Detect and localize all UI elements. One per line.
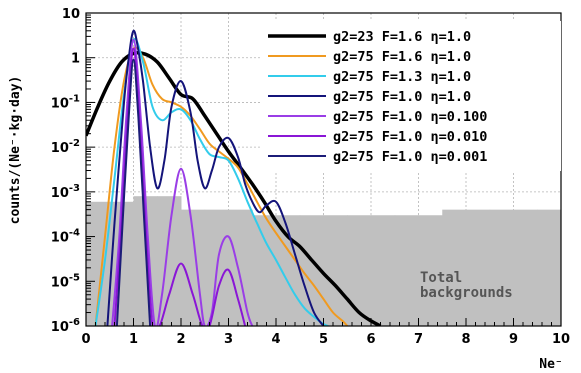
y-axis-title: counts/(Ne⁻·kg·day) bbox=[8, 76, 23, 225]
background-bin bbox=[418, 215, 443, 326]
y-tick-label: 10 bbox=[62, 7, 80, 22]
background-bin bbox=[537, 209, 561, 326]
x-tick-label: 6 bbox=[366, 332, 375, 347]
legend-label: g2=75 F=1.0 η=0.010 bbox=[333, 129, 487, 145]
legend-label: g2=23 F=1.6 η=1.0 bbox=[333, 29, 471, 45]
y-tick-label: 1 bbox=[71, 52, 80, 67]
x-tick-label: 8 bbox=[461, 332, 470, 347]
x-tick-label: 3 bbox=[224, 332, 233, 347]
series-lines bbox=[86, 29, 382, 326]
background-bin bbox=[347, 215, 372, 326]
y-tick-label: 10-2 bbox=[51, 138, 80, 156]
y-tick-label: 10-6 bbox=[51, 317, 80, 335]
x-tick-label: 5 bbox=[319, 332, 328, 347]
x-axis-title: Ne⁻ bbox=[539, 357, 562, 372]
y-tick-label: 10-5 bbox=[51, 272, 80, 290]
x-tick-label: 4 bbox=[271, 332, 280, 347]
legend-label: g2=75 F=1.0 η=0.001 bbox=[333, 149, 487, 165]
x-tick-label: 9 bbox=[509, 332, 518, 347]
y-tick-label: 10-1 bbox=[51, 93, 80, 111]
y-tick-label: 10-4 bbox=[51, 228, 80, 246]
background-bin bbox=[513, 209, 538, 326]
y-tick-label: 10-3 bbox=[51, 183, 80, 201]
background-bin bbox=[394, 215, 419, 326]
x-tick-label: 2 bbox=[176, 332, 185, 347]
ticks bbox=[85, 12, 562, 327]
legend: g2=23 F=1.6 η=1.0 g2=75 F=1.6 η=1.0 g2=75 … bbox=[262, 21, 561, 171]
legend-label: g2=75 F=1.0 η=0.100 bbox=[333, 109, 487, 125]
background-bin bbox=[489, 209, 514, 326]
background-bin bbox=[371, 215, 396, 326]
y-tick-labels: 10-6 10-5 10-4 10-3 10-2 10-1 1 10 bbox=[51, 7, 80, 335]
series-line bbox=[111, 38, 254, 326]
legend-label: g2=75 F=1.3 η=1.0 bbox=[333, 69, 471, 85]
x-tick-labels: 0 1 2 3 4 5 6 7 8 9 10 bbox=[81, 332, 570, 347]
background-bin bbox=[323, 215, 348, 326]
x-tick-label: 10 bbox=[552, 332, 570, 347]
background-bin bbox=[466, 209, 491, 326]
legend-label: g2=75 F=1.6 η=1.0 bbox=[333, 49, 471, 65]
x-tick-label: 0 bbox=[81, 332, 90, 347]
background-bin bbox=[442, 209, 467, 326]
series-line bbox=[106, 29, 325, 326]
background-label: Total bbox=[420, 270, 462, 286]
x-tick-label: 1 bbox=[129, 332, 138, 347]
background-label: backgrounds bbox=[420, 285, 513, 301]
legend-label: g2=75 F=1.0 η=1.0 bbox=[333, 89, 471, 105]
background-bin bbox=[252, 215, 277, 326]
series-line bbox=[115, 58, 152, 326]
background-histogram bbox=[86, 196, 561, 326]
x-tick-label: 7 bbox=[414, 332, 423, 347]
